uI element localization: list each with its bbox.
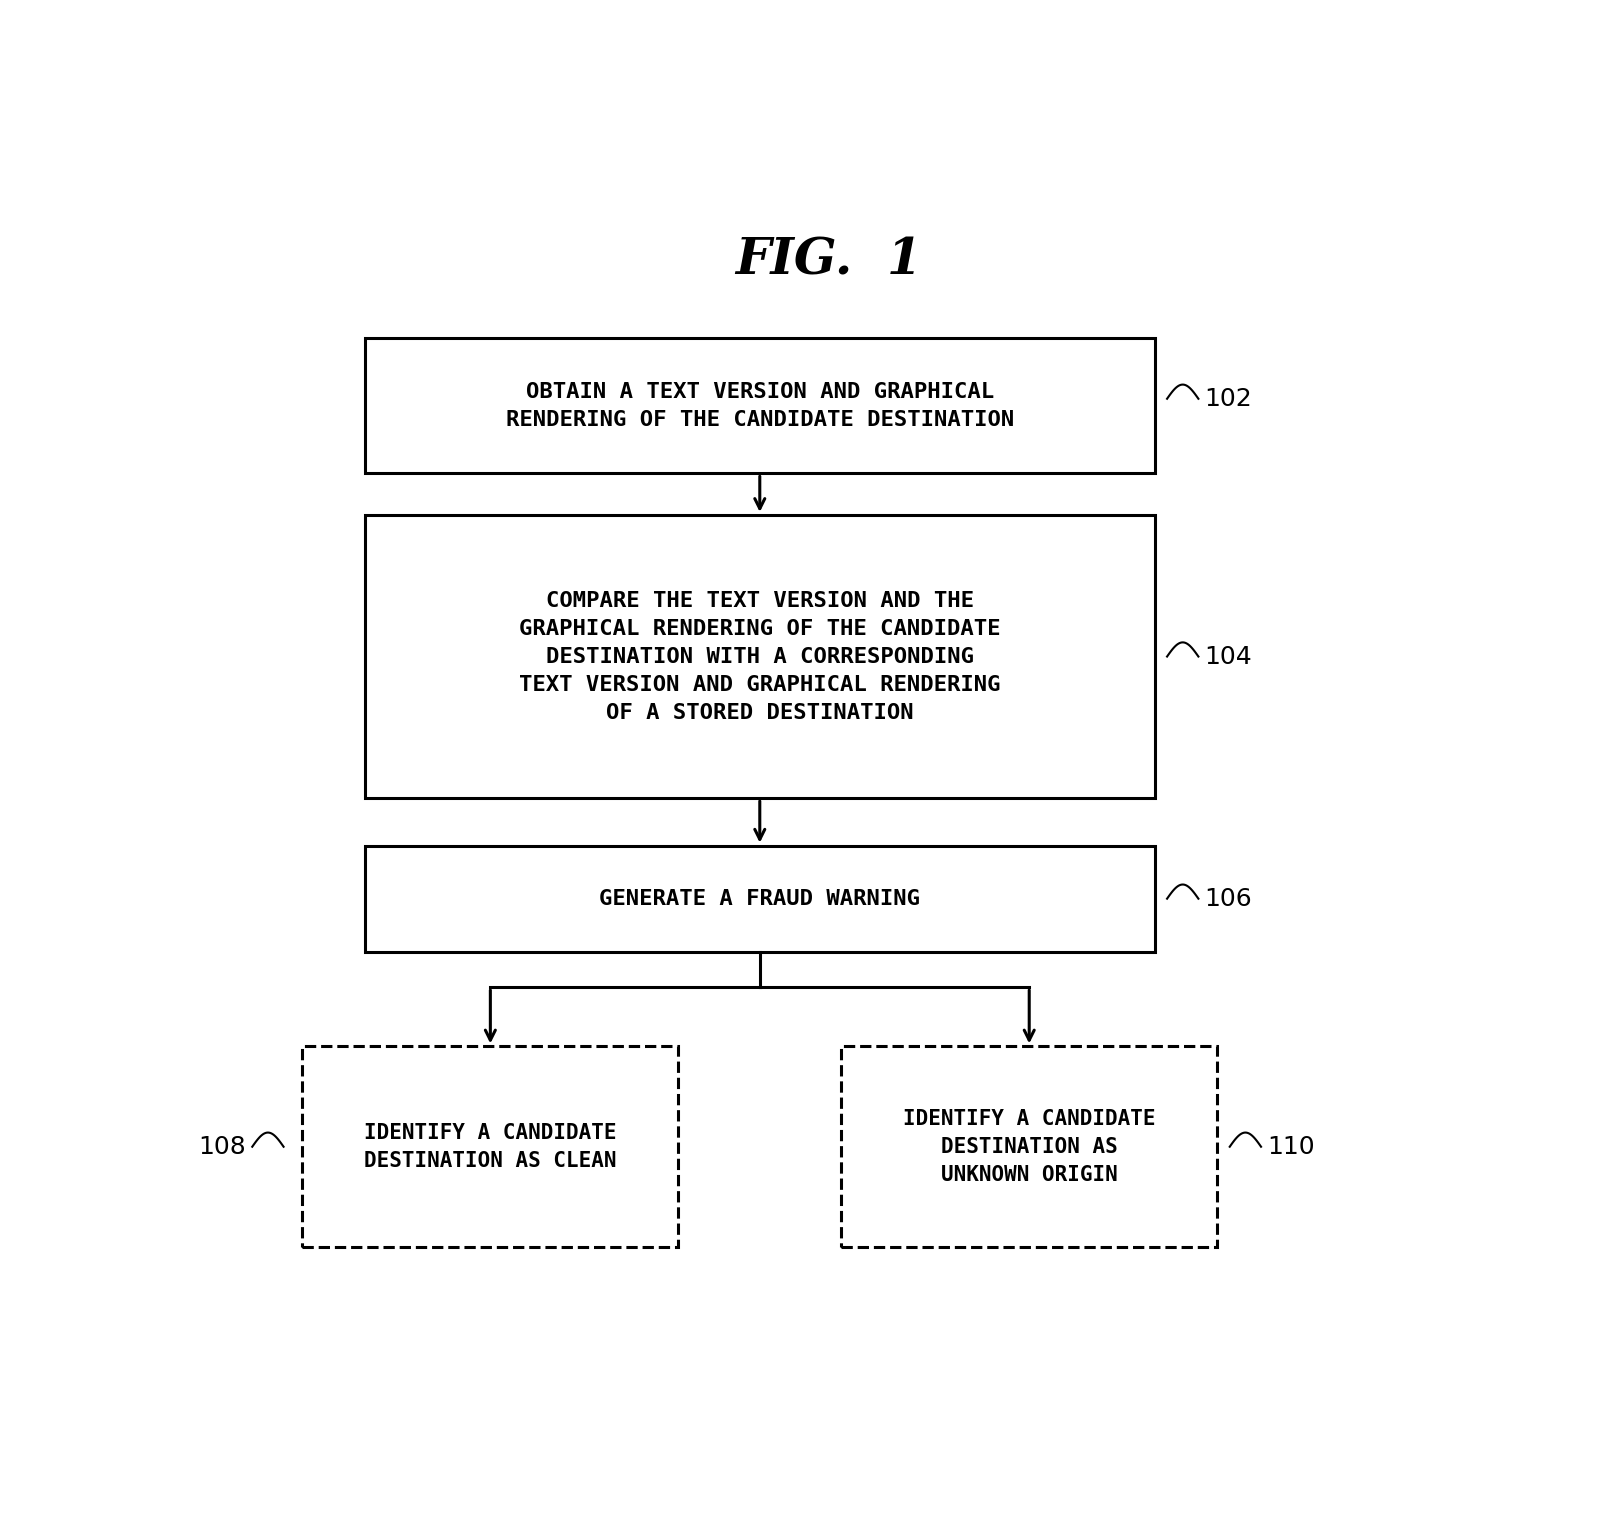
Text: OBTAIN A TEXT VERSION AND GRAPHICAL
RENDERING OF THE CANDIDATE DESTINATION: OBTAIN A TEXT VERSION AND GRAPHICAL REND… (506, 382, 1014, 430)
Bar (365, 515, 1155, 798)
Text: 110: 110 (1268, 1135, 1315, 1158)
Text: 106: 106 (1205, 887, 1253, 911)
Text: FIG.  1: FIG. 1 (736, 236, 922, 285)
Text: 108: 108 (199, 1135, 246, 1158)
Text: IDENTIFY A CANDIDATE
DESTINATION AS
UNKNOWN ORIGIN: IDENTIFY A CANDIDATE DESTINATION AS UNKN… (902, 1109, 1156, 1184)
Text: COMPARE THE TEXT VERSION AND THE
GRAPHICAL RENDERING OF THE CANDIDATE
DESTINATIO: COMPARE THE TEXT VERSION AND THE GRAPHIC… (519, 591, 1001, 723)
Bar (302, 1046, 679, 1247)
Text: GENERATE A FRAUD WARNING: GENERATE A FRAUD WARNING (600, 888, 920, 908)
Bar (841, 1046, 1218, 1247)
Bar (365, 337, 1155, 474)
Text: 102: 102 (1205, 387, 1253, 411)
Bar (365, 845, 1155, 951)
Text: 104: 104 (1205, 644, 1253, 669)
Text: IDENTIFY A CANDIDATE
DESTINATION AS CLEAN: IDENTIFY A CANDIDATE DESTINATION AS CLEA… (364, 1123, 616, 1170)
